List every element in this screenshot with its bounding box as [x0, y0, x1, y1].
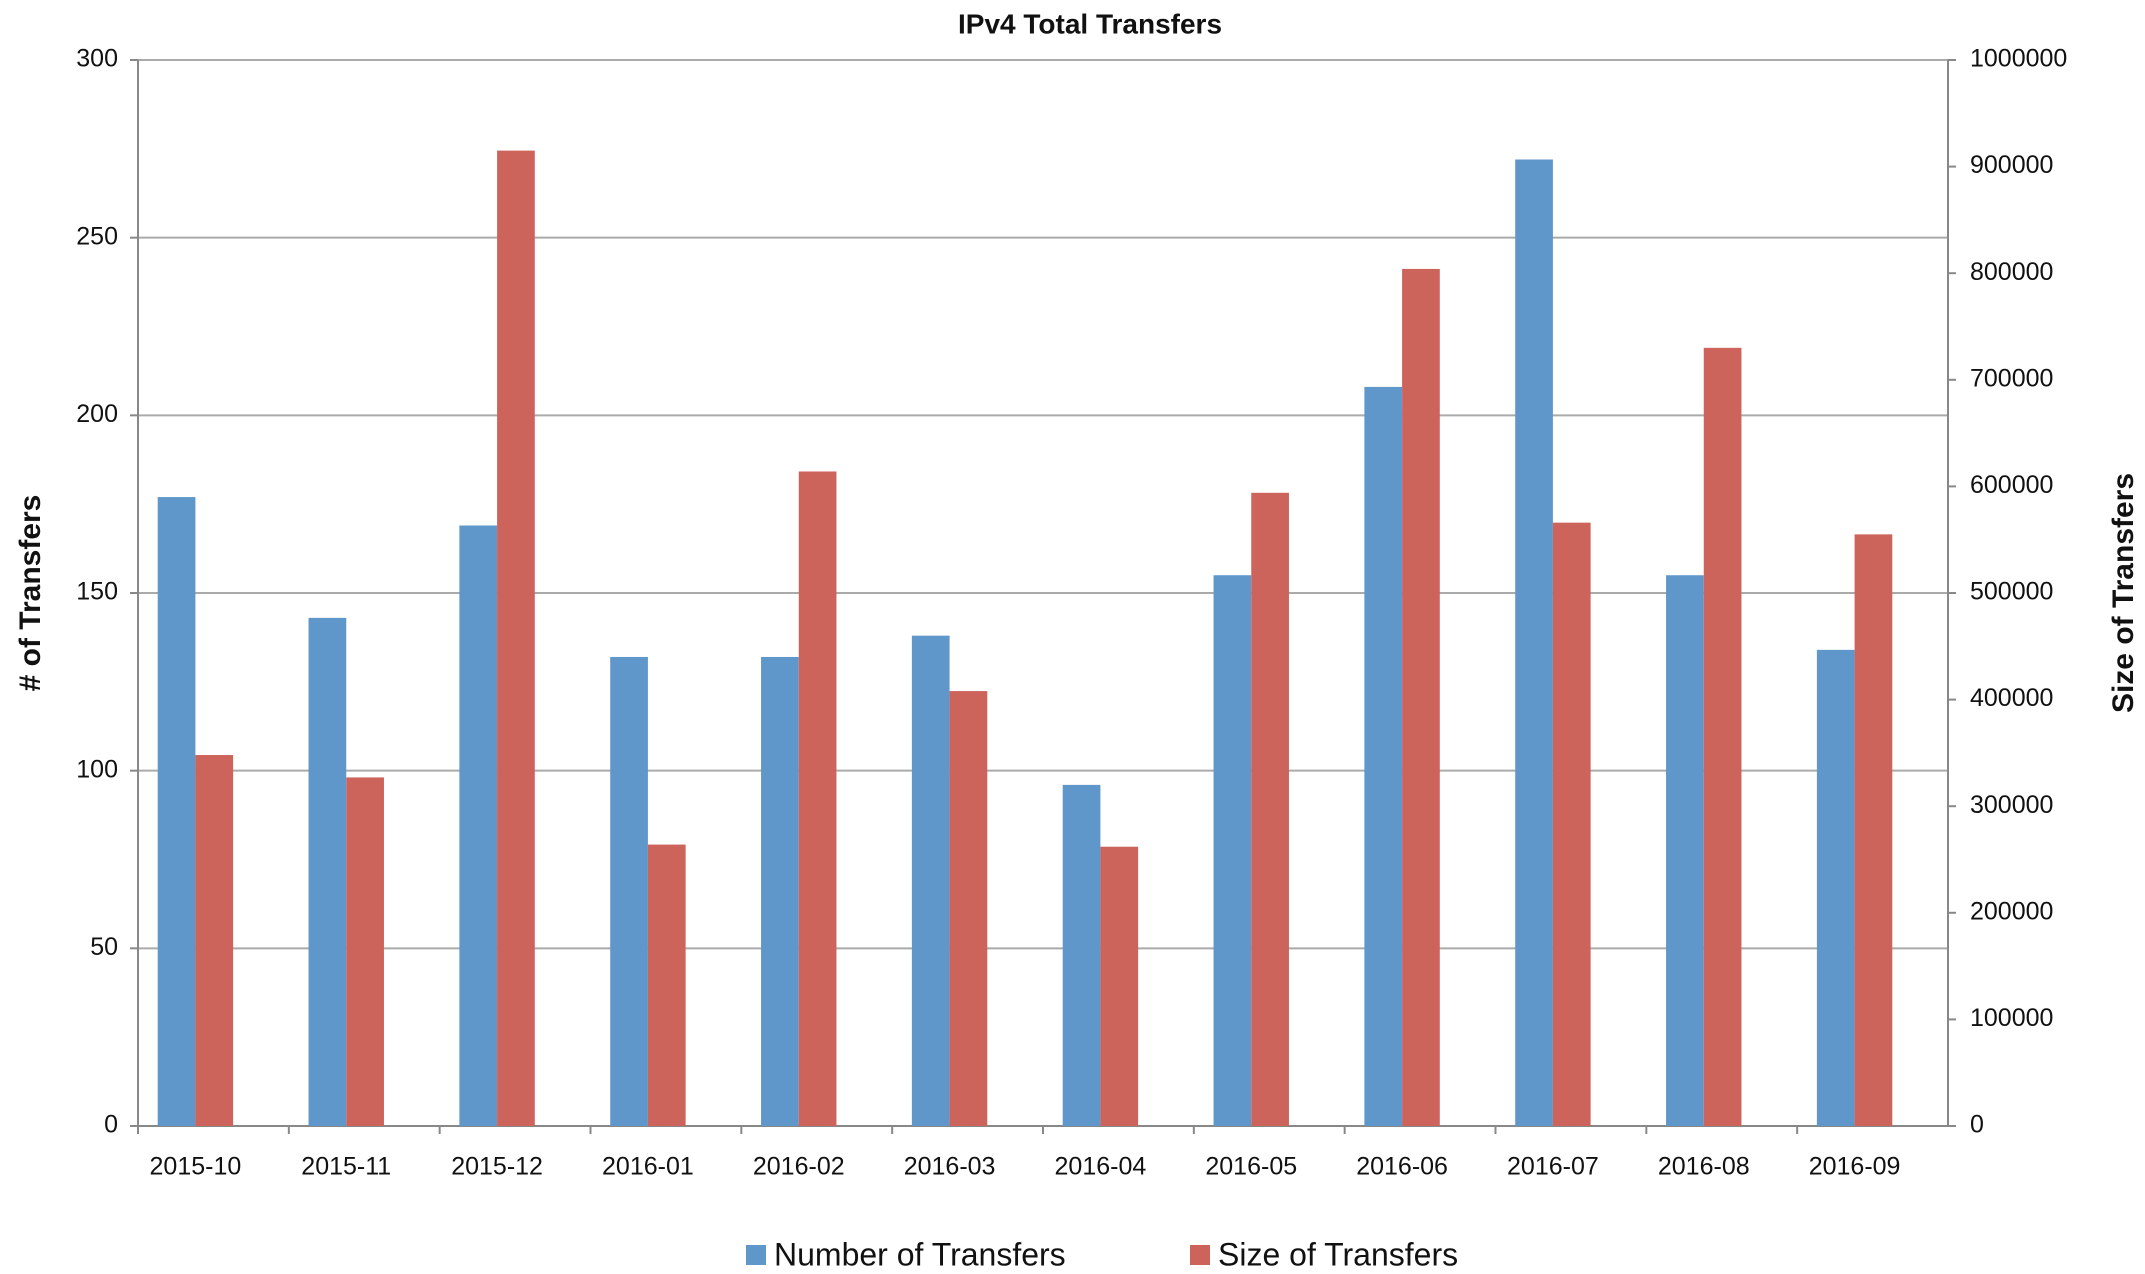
y2-tick-label: 900000 — [1970, 151, 2053, 179]
bar — [761, 656, 799, 1126]
y-tick-label: 200 — [76, 400, 118, 428]
x-tick-label: 2016-03 — [904, 1153, 996, 1181]
legend-label: Size of Transfers — [1218, 1236, 1458, 1272]
legend-label: Number of Transfers — [774, 1236, 1066, 1272]
bar — [647, 844, 686, 1126]
bar — [1703, 347, 1742, 1126]
y2-tick-label: 700000 — [1970, 364, 2053, 392]
bar — [1552, 522, 1591, 1126]
y2-tick-label: 200000 — [1970, 897, 2053, 925]
y-axis-title: # of Transfers — [14, 495, 47, 692]
y-tick-label: 150 — [76, 578, 118, 606]
y2-tick-label: 0 — [1970, 1111, 1984, 1139]
x-tick-label: 2016-09 — [1809, 1153, 1901, 1181]
y-tick-label: 100 — [76, 755, 118, 783]
y2-tick-label: 100000 — [1970, 1004, 2053, 1032]
y-tick-label: 0 — [104, 1111, 118, 1139]
y2-axis-title: Size of Transfers — [2107, 473, 2140, 713]
bar — [1251, 492, 1289, 1126]
y2-tick-label: 1000000 — [1970, 45, 2067, 73]
x-tick-label: 2015-12 — [451, 1153, 543, 1181]
bar — [459, 525, 498, 1126]
bar — [1402, 268, 1440, 1126]
x-tick-label: 2016-05 — [1205, 1153, 1297, 1181]
x-tick-label: 2015-10 — [150, 1153, 242, 1181]
x-tick-label: 2016-06 — [1356, 1153, 1448, 1181]
x-tick-label: 2016-08 — [1658, 1153, 1750, 1181]
bar — [497, 150, 535, 1127]
bar — [610, 656, 648, 1126]
bar — [798, 471, 837, 1126]
y2-tick-label: 500000 — [1970, 578, 2053, 606]
bar — [1100, 846, 1139, 1126]
bar — [195, 755, 234, 1126]
bar — [1364, 386, 1403, 1126]
bar — [911, 635, 950, 1126]
x-tick-label: 2016-04 — [1055, 1153, 1147, 1181]
legend-swatch — [1190, 1245, 1210, 1265]
bar — [1816, 649, 1855, 1126]
bar — [1062, 784, 1101, 1126]
x-tick-label: 2016-02 — [753, 1153, 845, 1181]
bar — [1213, 575, 1252, 1126]
y-tick-label: 250 — [76, 222, 118, 250]
bar — [157, 497, 196, 1126]
y-tick-label: 50 — [90, 933, 118, 961]
bar — [949, 691, 988, 1126]
bar — [1666, 575, 1704, 1126]
y-tick-label: 300 — [76, 45, 118, 73]
bar — [308, 617, 347, 1126]
legend-swatch — [746, 1245, 766, 1265]
y2-tick-label: 300000 — [1970, 791, 2053, 819]
bar — [1515, 159, 1553, 1126]
y2-tick-label: 800000 — [1970, 258, 2053, 286]
x-tick-label: 2016-07 — [1507, 1153, 1599, 1181]
y2-tick-label: 600000 — [1970, 471, 2053, 499]
bar — [1854, 534, 1893, 1126]
x-tick-label: 2015-11 — [301, 1153, 391, 1181]
bar — [346, 777, 384, 1126]
x-tick-label: 2016-01 — [602, 1153, 694, 1181]
y2-tick-label: 400000 — [1970, 684, 2053, 712]
chart-title: IPv4 Total Transfers — [958, 8, 1222, 39]
